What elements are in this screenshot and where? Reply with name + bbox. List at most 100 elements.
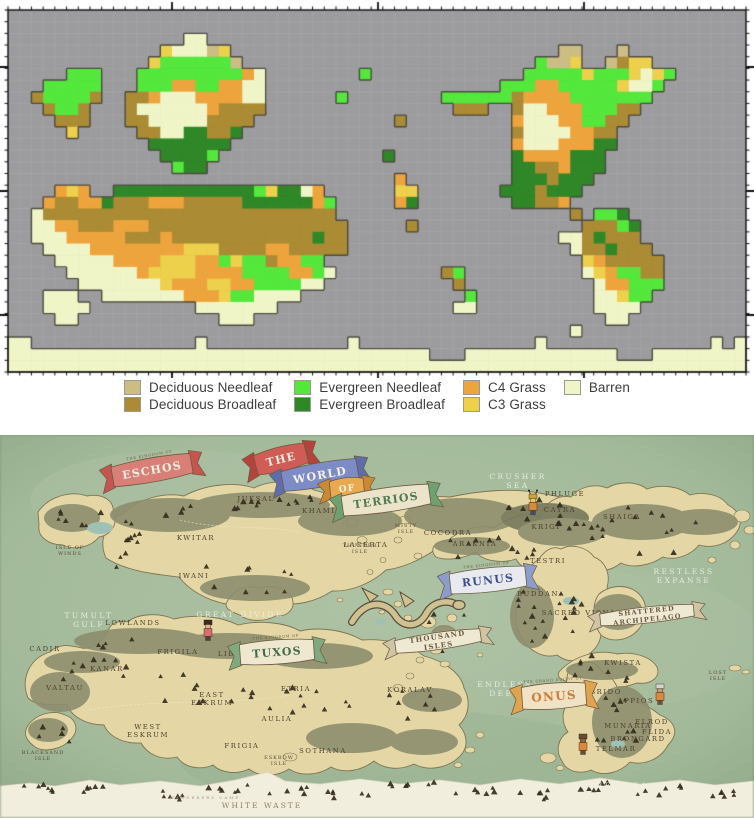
mountain-icon (231, 505, 238, 512)
mountain-icon (58, 510, 64, 516)
mountain-icon (659, 512, 666, 518)
small-island (393, 536, 403, 544)
mountain-icon (635, 792, 640, 796)
mountain-icon (240, 687, 246, 692)
sea-label: DEEP (489, 689, 521, 698)
mountain-icon (531, 547, 537, 552)
vegetation-legend: Deciduous Needleaf Deciduous Broadleaf Eve… (0, 379, 754, 412)
mountain-icon (162, 697, 168, 703)
mountain-icon (632, 736, 640, 743)
place-label: EAST (199, 691, 224, 699)
small-island (379, 557, 387, 563)
mountain-icon (623, 678, 629, 683)
place-label: TELMAR (596, 745, 637, 753)
place-label: FRIGIA (224, 742, 259, 750)
mountain-icon (422, 701, 429, 707)
mountain-icon (283, 688, 290, 694)
mountain-icon (264, 589, 270, 595)
mountain-icon (295, 500, 300, 505)
mountain-icon (359, 791, 365, 796)
mountain-icon (613, 707, 620, 713)
place-label: JUKSAL (236, 495, 274, 503)
mountain-icon (113, 657, 119, 663)
mountain-icon (122, 550, 129, 556)
mountain-icon (103, 641, 108, 646)
mountain-icon (403, 782, 409, 788)
mountain-icon (536, 790, 542, 795)
small-island (413, 552, 423, 560)
elder-sprite (655, 683, 665, 705)
svg-text:ONUS: ONUS (531, 688, 577, 705)
mountain-icon (99, 643, 107, 650)
place-label: KWITAR (177, 534, 215, 542)
mountain-icon (523, 515, 531, 522)
mountain-icon (282, 589, 287, 594)
mountain-icon (472, 537, 479, 543)
mountain-icon (298, 693, 303, 698)
mountain-icon (289, 709, 296, 715)
mountain-icon (240, 498, 247, 505)
place-label: FRIGILA (157, 648, 198, 656)
sea-serpent-icon (348, 586, 466, 629)
mountain-icon (448, 538, 453, 543)
place-label: ESKRUM (191, 699, 233, 707)
sea-label: GULF (73, 620, 105, 629)
mountain-icon (122, 663, 130, 670)
legend-swatch (463, 396, 481, 412)
place-label: TESTRI (530, 557, 566, 565)
mountain-icon (301, 790, 308, 797)
mountain-icon (625, 504, 631, 510)
mountain-icon (100, 783, 106, 789)
mountain-icon (731, 788, 736, 793)
place-label: ARAKNIA (452, 540, 498, 548)
mountain-icon (528, 612, 536, 619)
mountain-icon (520, 505, 527, 511)
mountain-icon (180, 671, 187, 677)
mountain-icon (600, 526, 606, 532)
isle-label: ESKROW (264, 755, 294, 761)
place-label: BRONGARD (610, 735, 665, 743)
mountain-icon (36, 733, 42, 739)
sea-label: EXPANSE (657, 576, 712, 585)
trails (89, 519, 301, 711)
mountain-icon (129, 636, 135, 642)
mountain-icon (282, 569, 287, 574)
mountain-icon (245, 782, 250, 787)
place-label: LACERTA (344, 541, 389, 549)
mountain-icon (84, 523, 89, 528)
sea-label: ENDLESS (477, 680, 532, 689)
mountain-icon (386, 692, 393, 698)
mountain-icon (176, 796, 182, 802)
mountain-icon (572, 520, 580, 526)
place-label: FLIDA (642, 728, 672, 736)
legend-label: Barren (588, 379, 630, 395)
legend-item: Deciduous Needleaf (124, 379, 276, 395)
mountain-icon (603, 695, 609, 700)
svg-text:RUNUS: RUNUS (461, 571, 514, 589)
sea-label: CRUSHER (489, 472, 546, 481)
place-label: APPIOS (617, 697, 655, 705)
mountain-icon (36, 783, 42, 789)
small-island (453, 762, 463, 768)
svg-text:THE GRAND DUCHY OF: THE GRAND DUCHY OF (523, 676, 583, 684)
place-label: KORALAV (387, 686, 433, 694)
sea-label: SEA (506, 481, 529, 490)
mountain-icon (562, 615, 569, 620)
legend-label: Evergreen Broadleaf (319, 396, 446, 412)
mountain-icon (517, 789, 524, 795)
mountain-icon (461, 612, 467, 617)
mountain-icon (571, 605, 577, 610)
place-label: ELROD (635, 718, 669, 726)
mountain-icon (330, 789, 336, 794)
mountain-icon (21, 783, 27, 788)
mountain-icon (541, 633, 549, 639)
svg-text:THE KINGDOM OF: THE KINGDOM OF (463, 561, 510, 570)
mountain-icon (267, 705, 273, 711)
mountain-icon (314, 688, 319, 694)
vegetation-map-figure: Deciduous Needleaf Deciduous Broadleaf Eve… (0, 0, 754, 412)
mountain-icon (663, 785, 669, 791)
mountain-icon (276, 496, 283, 502)
mountain-icon (395, 700, 402, 705)
mountain-icon (62, 517, 69, 523)
